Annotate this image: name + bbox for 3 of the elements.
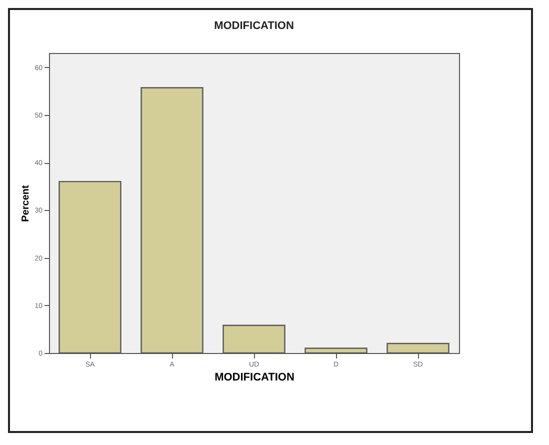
chart-title: MODIFICATION xyxy=(214,20,294,32)
x-axis-title: MODIFICATION xyxy=(214,372,294,384)
y-axis-title: Percent xyxy=(20,184,32,222)
